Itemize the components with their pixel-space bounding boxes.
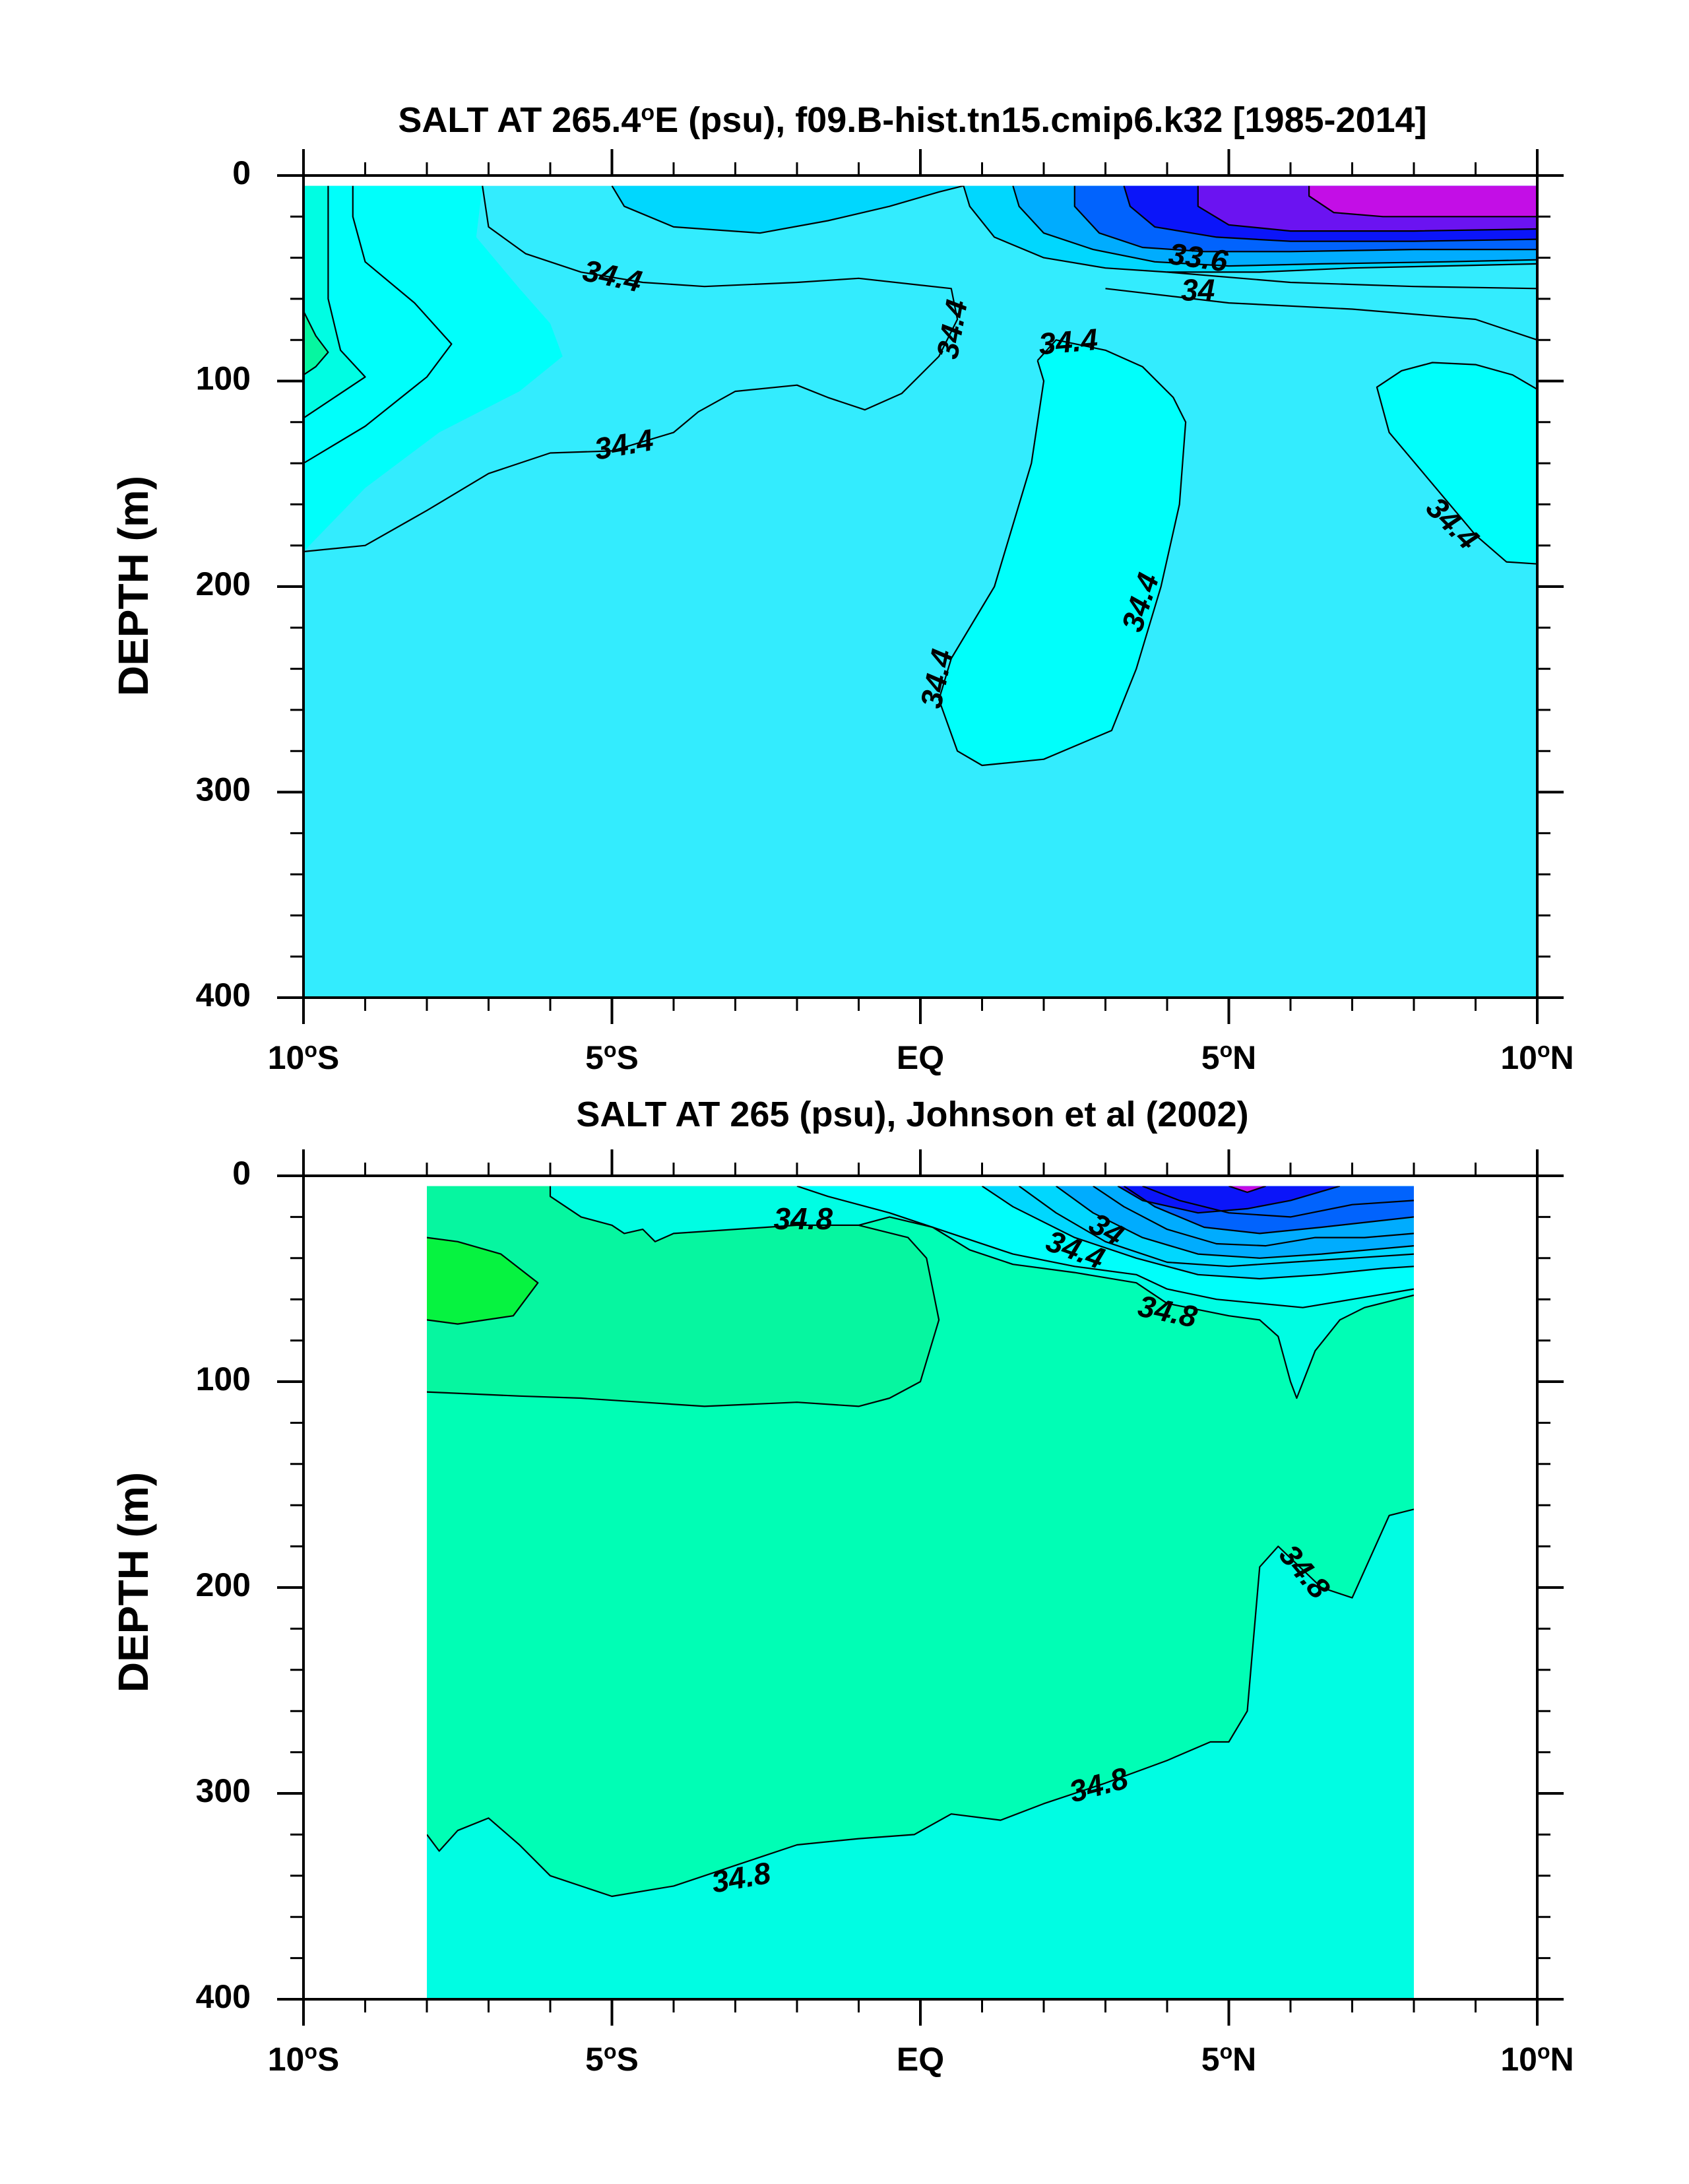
y-tick-label: 100 [196, 1361, 251, 1397]
filled-contour-region [939, 340, 1186, 765]
x-tick-label: 10oN [1500, 2039, 1574, 2078]
contour-line [1117, 1186, 1341, 1214]
contour-line [1105, 288, 1537, 341]
x-tick-label: 10oS [268, 1038, 340, 1076]
contour-line [1166, 271, 1537, 290]
contour-line [303, 185, 959, 553]
filled-contour-region [1309, 185, 1537, 217]
contour-line [981, 1186, 1414, 1280]
data-region: 34.434.434.4 34.434.434.434.433.634 [303, 185, 1537, 998]
filled-contour-region [427, 1237, 538, 1324]
contour-line [427, 1224, 940, 1407]
contour-line [611, 185, 964, 234]
contour-label: 34.4 [1037, 322, 1099, 362]
filled-contour-region [427, 1509, 1414, 1999]
contour-line [1197, 185, 1537, 232]
plot-area: 34.434.434.4 34.434.434.434.433.634010020… [196, 149, 1574, 1076]
y-tick-label: 100 [196, 360, 251, 397]
contour-line [1142, 1186, 1414, 1218]
contour-line [1376, 362, 1537, 565]
x-tick-label: 5oS [585, 1038, 639, 1076]
y-tick-label: 0 [232, 154, 251, 191]
contour-line [303, 311, 329, 376]
contour-line [1123, 185, 1537, 242]
contour-line [1308, 185, 1537, 218]
y-axis-label: DEPTH (m) [110, 476, 157, 696]
contour-label: 34 [1181, 273, 1215, 307]
y-tick-label: 300 [196, 771, 251, 808]
panel-title: SALT AT 265 (psu), Johnson et al (2002) [576, 1095, 1248, 1134]
y-tick-label: 0 [232, 1155, 251, 1192]
contour-line [303, 185, 366, 419]
contour-line [1073, 185, 1537, 253]
contour-line [549, 1186, 1414, 1399]
x-tick-label: 5oN [1201, 1038, 1256, 1076]
contour-label: 33.6 [1166, 236, 1230, 278]
y-tick-label: 300 [196, 1772, 251, 1809]
panel-model: SALT AT 265.4oE (psu), f09.B-hist.tn15.c… [110, 100, 1574, 1076]
contour-line [1056, 1186, 1414, 1259]
contour-label: 34.8 [774, 1202, 833, 1236]
contour-line [427, 1508, 1414, 1898]
contour-line [1093, 1186, 1414, 1247]
x-tick-label: 10oS [268, 2039, 340, 2078]
y-axis-label: DEPTH (m) [110, 1472, 157, 1692]
filled-contour-region [612, 185, 964, 234]
x-tick-label: 5oN [1201, 2039, 1256, 2078]
panel-title: SALT AT 265.4oE (psu), f09.B-hist.tn15.c… [398, 100, 1426, 140]
contour-line [938, 339, 1187, 767]
filled-contour-region [1228, 1186, 1266, 1192]
y-tick-label: 400 [196, 1978, 251, 2015]
contour-line [1018, 1186, 1414, 1268]
contour-line [963, 185, 1537, 273]
contour-line [1012, 185, 1537, 267]
x-tick-label: EQ [897, 2041, 944, 2078]
x-tick-label: 10oN [1500, 1038, 1574, 1076]
x-tick-label: 5oS [585, 2039, 639, 2078]
contour-line [303, 185, 453, 465]
y-tick-label: 400 [196, 977, 251, 1013]
contour-line [1228, 1186, 1266, 1194]
panel-observations: SALT AT 265 (psu), Johnson et al (2002) … [110, 1095, 1574, 2078]
x-tick-label: EQ [897, 1039, 944, 1076]
contour-line [427, 1237, 539, 1325]
contour-line [1123, 1186, 1414, 1235]
filled-contour-region [1118, 1186, 1340, 1213]
filled-contour-region [1376, 362, 1537, 564]
y-tick-label: 200 [196, 1566, 251, 1603]
y-tick-label: 200 [196, 565, 251, 602]
contour-line [796, 1186, 1414, 1308]
filled-contour-region [427, 1186, 940, 1407]
